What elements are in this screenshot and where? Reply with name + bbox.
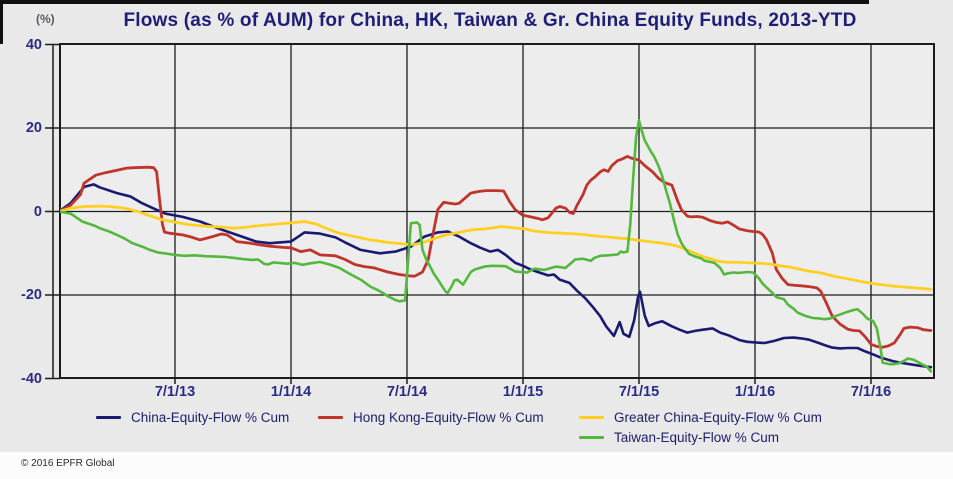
window-left-border bbox=[0, 0, 3, 44]
x-tick-label-7/1/14: 7/1/14 bbox=[386, 384, 428, 400]
legend-item-china: China-Equity-Flow % Cum bbox=[96, 409, 289, 425]
y-tick-label-0: 0 bbox=[33, 203, 42, 220]
legend-item-taiwan: Taiwan-Equity-Flow % Cum bbox=[579, 429, 779, 445]
y-axis-unit-label: (%) bbox=[36, 12, 55, 26]
x-tick-label-1/1/14: 1/1/14 bbox=[270, 384, 312, 400]
x-tick-label-1/1/16: 1/1/16 bbox=[734, 384, 776, 400]
legend-key-hong-kong-line bbox=[318, 415, 343, 419]
y-tick-label--40: -40 bbox=[21, 370, 42, 387]
legend-label-china: China-Equity-Flow % Cum bbox=[131, 409, 290, 425]
x-tick-label-7/1/16: 7/1/16 bbox=[850, 384, 892, 400]
y-tick-label-20: 20 bbox=[25, 120, 42, 136]
legend-key-taiwan-line bbox=[579, 435, 604, 439]
chart-title: Flows (as % of AUM) for China, HK, Taiwa… bbox=[123, 10, 857, 31]
footer-strip: © 2016 EPFR Global bbox=[0, 452, 953, 479]
legend-label-taiwan: Taiwan-Equity-Flow % Cum bbox=[614, 429, 780, 445]
y-tick-label-40: 40 bbox=[25, 36, 42, 53]
series-line-0 bbox=[60, 183, 933, 369]
series-line-1 bbox=[60, 154, 933, 349]
legend-key-china-line bbox=[96, 415, 121, 419]
x-tick-label-7/1/13: 7/1/13 bbox=[154, 384, 196, 400]
y-tick-label--20: -20 bbox=[21, 287, 42, 303]
series-line-2 bbox=[60, 204, 933, 291]
x-tick-label-7/1/15: 7/1/15 bbox=[618, 384, 660, 400]
line-chart-canvas bbox=[45, 43, 935, 384]
legend-key-greater-china-line bbox=[579, 415, 604, 419]
legend-item-hong-kong: Hong Kong-Equity-Flow % Cum bbox=[318, 409, 544, 425]
window-top-border bbox=[0, 0, 869, 4]
copyright-text: © 2016 EPFR Global bbox=[21, 458, 115, 469]
series-line-3 bbox=[60, 119, 933, 373]
legend-label-greater-china: Greater China-Equity-Flow % Cum bbox=[614, 409, 822, 425]
legend-label-hong-kong: Hong Kong-Equity-Flow % Cum bbox=[353, 409, 544, 425]
legend-item-greater-china: Greater China-Equity-Flow % Cum bbox=[579, 409, 822, 425]
x-tick-label-1/1/15: 1/1/15 bbox=[502, 384, 544, 400]
